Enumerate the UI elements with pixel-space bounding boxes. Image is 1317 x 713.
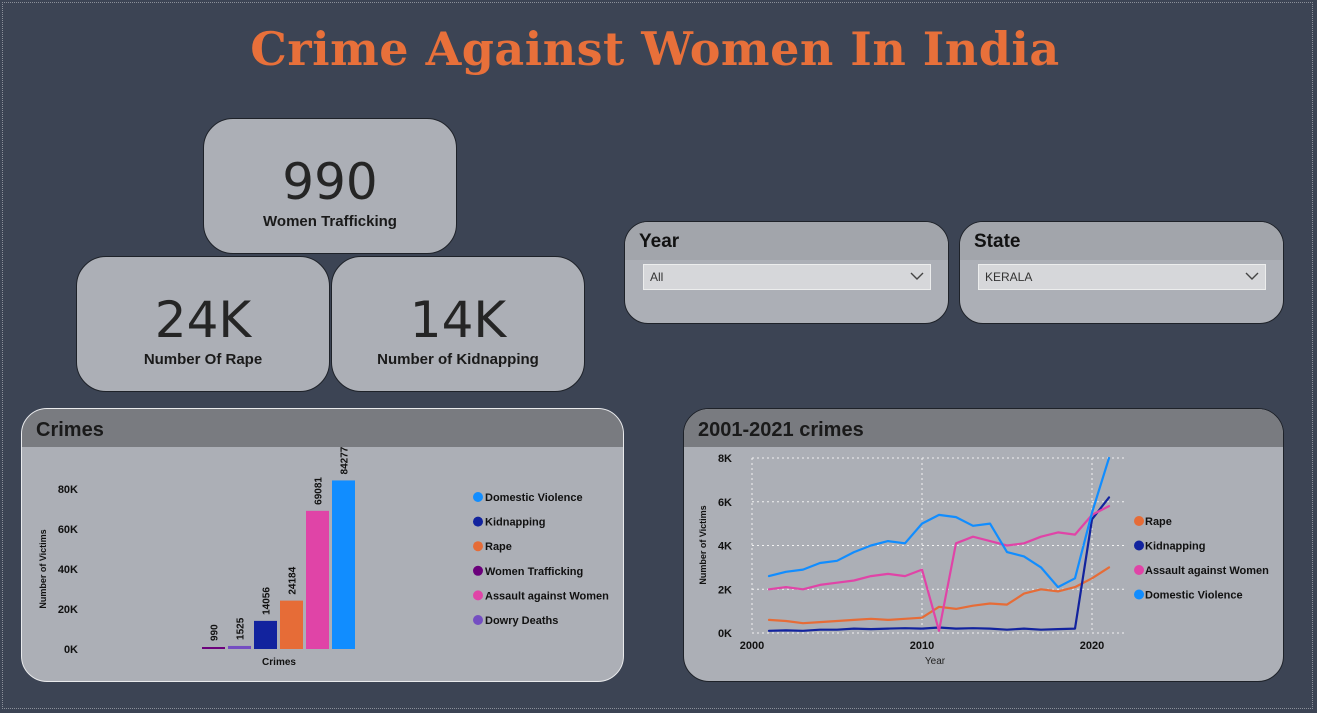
bar-kidnapping bbox=[254, 620, 277, 649]
data-label: 24184 bbox=[288, 566, 299, 594]
trend-chart-title: 2001-2021 crimes bbox=[684, 409, 1283, 447]
legend-label: Rape bbox=[485, 541, 512, 553]
legend-label: Assault against Women bbox=[1145, 565, 1269, 577]
bar-rape bbox=[280, 600, 303, 649]
crimes-chart-panel: Crimes 0K 20K 40K 60K 80K Number of Victims 99… bbox=[21, 408, 624, 682]
card-number-of-rape[interactable]: 24K Number Of Rape bbox=[76, 256, 330, 392]
x-tick-label: 2020 bbox=[1080, 640, 1104, 652]
y-tick-label: 40K bbox=[58, 564, 78, 576]
chevron-down-icon bbox=[910, 272, 924, 280]
y-axis-label: Number of Victims bbox=[38, 529, 48, 608]
legend-marker bbox=[473, 615, 483, 625]
legend-marker bbox=[473, 492, 483, 502]
card-label: Women Trafficking bbox=[263, 213, 397, 230]
state-slicer-title: State bbox=[960, 222, 1283, 260]
legend-marker bbox=[1134, 516, 1144, 526]
card-number-of-kidnapping[interactable]: 14K Number of Kidnapping bbox=[331, 256, 585, 392]
chevron-down-icon bbox=[1245, 272, 1259, 280]
y-tick-label: 6K bbox=[718, 497, 732, 509]
legend-label: Kidnapping bbox=[1145, 541, 1206, 553]
y-tick-label: 4K bbox=[718, 541, 732, 553]
series-line-rape bbox=[767, 566, 1111, 625]
x-axis-label: Year bbox=[925, 656, 946, 667]
year-slicer-title: Year bbox=[625, 222, 948, 260]
bar-dowry-deaths bbox=[228, 645, 251, 649]
card-label: Number Of Rape bbox=[143, 351, 263, 368]
card-value: 990 bbox=[282, 153, 378, 211]
year-dropdown[interactable]: All bbox=[643, 264, 931, 290]
year-slicer: Year All bbox=[624, 221, 949, 324]
legend-label: Rape bbox=[1145, 516, 1172, 528]
y-tick-label: 20K bbox=[58, 604, 78, 616]
state-dropdown[interactable]: KERALA bbox=[978, 264, 1266, 290]
bar-assault-against-women bbox=[306, 510, 329, 649]
legend-marker bbox=[1134, 540, 1144, 551]
legend-label: Dowry Deaths bbox=[485, 615, 558, 627]
x-axis-label: Crimes bbox=[262, 657, 296, 668]
card-value: 14K bbox=[409, 291, 507, 349]
legend-marker bbox=[1134, 565, 1144, 575]
y-tick-label: 0K bbox=[718, 628, 732, 640]
legend-marker bbox=[473, 516, 483, 527]
page-title: Crime Against Women In India bbox=[250, 22, 1060, 76]
trend-chart-panel: 2001-2021 crimes 0K 2K 4K 6K 8K 2000 2010 2020 N… bbox=[683, 408, 1284, 682]
year-dropdown-value: All bbox=[650, 270, 664, 284]
crimes-bar-chart: 0K 20K 40K 60K 80K Number of Victims 990 1525 14… bbox=[38, 446, 609, 668]
data-label: 1525 bbox=[236, 617, 247, 640]
data-label: 84277 bbox=[340, 446, 351, 474]
card-label: Number of Kidnapping bbox=[377, 351, 539, 368]
legend-label: Kidnapping bbox=[485, 517, 546, 529]
bar-women-trafficking bbox=[202, 647, 225, 649]
y-tick-label: 80K bbox=[58, 484, 78, 496]
legend-label: Domestic Violence bbox=[485, 492, 583, 504]
state-dropdown-value: KERALA bbox=[985, 270, 1033, 284]
x-tick-label: 2000 bbox=[740, 640, 764, 652]
state-slicer: State KERALA bbox=[959, 221, 1284, 324]
legend-marker bbox=[473, 541, 483, 552]
data-label: 14056 bbox=[262, 587, 273, 615]
legend-label: Domestic Violence bbox=[1145, 590, 1243, 602]
y-tick-label: 0K bbox=[64, 644, 78, 656]
data-label: 990 bbox=[210, 624, 221, 641]
y-axis-label: Number of Victims bbox=[698, 505, 708, 584]
data-label: 69081 bbox=[314, 477, 325, 505]
card-women-trafficking[interactable]: 990 Women Trafficking bbox=[203, 118, 457, 254]
y-tick-label: 2K bbox=[718, 584, 732, 596]
legend-marker bbox=[473, 590, 483, 601]
card-value: 24K bbox=[154, 291, 252, 349]
legend-marker bbox=[1134, 589, 1144, 600]
x-tick-label: 2010 bbox=[910, 640, 934, 652]
y-tick-label: 60K bbox=[58, 524, 78, 536]
series-line-domestic-violence bbox=[767, 456, 1111, 589]
bar-domestic-violence bbox=[332, 480, 355, 649]
crimes-line-chart: 0K 2K 4K 6K 8K 2000 2010 2020 Number of Victims Y… bbox=[698, 453, 1269, 667]
y-tick-label: 8K bbox=[718, 453, 732, 465]
legend-label: Assault against Women bbox=[485, 590, 609, 602]
legend-label: Women Trafficking bbox=[485, 566, 583, 578]
crimes-chart-title: Crimes bbox=[22, 409, 623, 447]
series-line-assault-against-women bbox=[767, 504, 1111, 632]
legend-marker bbox=[473, 565, 483, 576]
